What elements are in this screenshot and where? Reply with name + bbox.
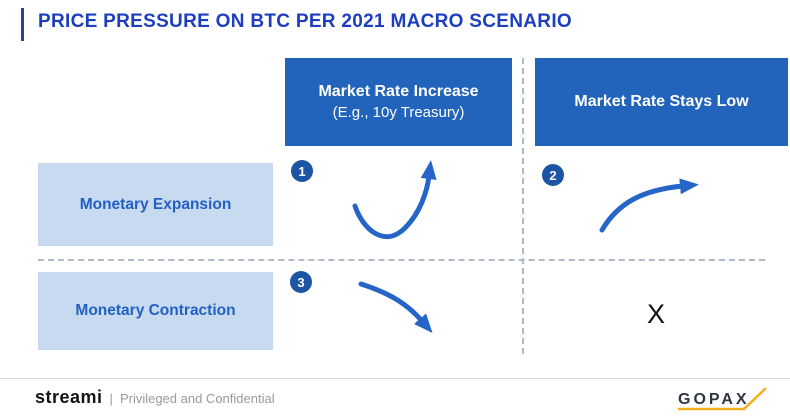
row-header-label: Monetary Contraction xyxy=(75,302,236,319)
curve-dip-then-rise-arrow-icon xyxy=(352,160,437,240)
curve-rise-flatten-arrow-icon xyxy=(599,178,699,233)
title-accent-bar xyxy=(21,8,24,41)
footer-separator: | xyxy=(109,391,113,406)
cell-badge-1: 1 xyxy=(291,160,313,182)
row-header-monetary-expansion: Monetary Expansion xyxy=(38,163,273,246)
gopax-logo: GOPAX xyxy=(678,387,767,411)
footer-left: streami | Privileged and Confidential xyxy=(35,387,275,408)
column-header-market-rate-increase: Market Rate Increase (E.g., 10y Treasury… xyxy=(285,58,512,146)
row-header-monetary-contraction: Monetary Contraction xyxy=(38,272,273,350)
gopax-logo-text: GOPAX xyxy=(678,391,750,408)
row-header-label: Monetary Expansion xyxy=(79,195,232,213)
page-title: PRICE PRESSURE ON BTC PER 2021 MACRO SCE… xyxy=(38,11,572,32)
cell-badge-2: 2 xyxy=(542,164,564,186)
column-header-title: Market Rate Increase xyxy=(318,83,479,101)
curve-decline-arrow-icon xyxy=(358,281,433,334)
column-header-title: Market Rate Stays Low xyxy=(574,93,749,111)
cell-badge-3: 3 xyxy=(290,271,312,293)
horizontal-dashed-divider xyxy=(38,259,765,261)
footer-divider-line xyxy=(0,378,790,379)
x-mark: X xyxy=(646,299,665,329)
column-header-market-rate-stays-low: Market Rate Stays Low xyxy=(535,58,788,146)
streami-logo: streami xyxy=(35,387,103,407)
gopax-yellow-swoosh xyxy=(678,387,767,411)
vertical-dashed-divider xyxy=(522,58,524,354)
column-header-subtitle: (E.g., 10y Treasury) xyxy=(332,103,465,121)
confidentiality-label: Privileged and Confidential xyxy=(119,391,275,406)
